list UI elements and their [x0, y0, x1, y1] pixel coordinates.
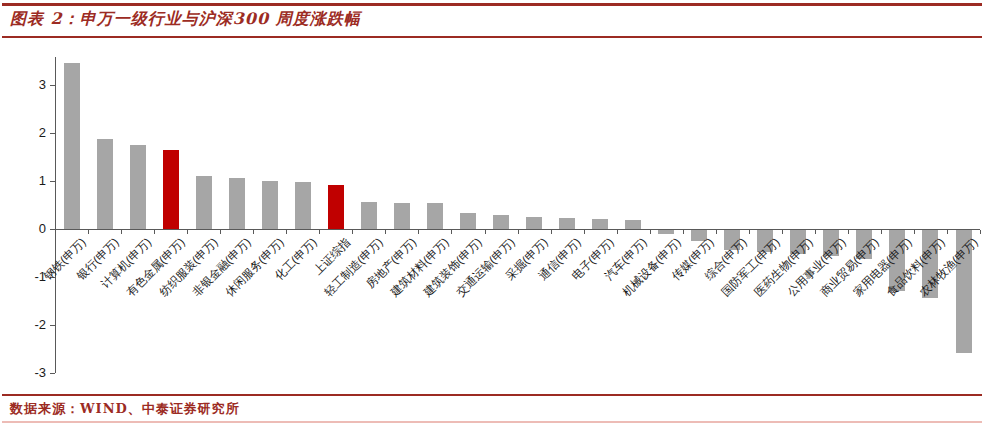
- y-axis-tick-label: 2: [39, 125, 46, 140]
- x-axis-tick: [650, 230, 651, 234]
- bar-1: [64, 63, 80, 229]
- x-axis-tick: [352, 230, 353, 234]
- x-axis-tick: [947, 230, 948, 234]
- y-axis-tick: [50, 181, 55, 182]
- y-axis-tick-label: 1: [39, 173, 46, 188]
- bar-3: [130, 145, 146, 230]
- bar-2: [97, 139, 113, 229]
- bar-15: [526, 217, 542, 230]
- bar-18: [625, 220, 641, 229]
- bar-6: [229, 178, 245, 229]
- bottom-strip: [2, 421, 982, 423]
- title-divider-rule: [2, 36, 982, 38]
- y-axis-line: [55, 57, 56, 373]
- x-axis-tick: [319, 230, 320, 234]
- bar-5: [196, 176, 212, 229]
- x-axis-tick: [980, 230, 981, 234]
- x-axis-tick: [881, 230, 882, 234]
- y-axis-tick: [50, 325, 55, 326]
- x-axis-tick: [782, 230, 783, 234]
- x-axis-tick: [617, 230, 618, 234]
- x-axis-tick: [88, 230, 89, 234]
- bar-9: [328, 185, 344, 229]
- bar-19: [658, 230, 674, 234]
- x-axis-tick: [220, 230, 221, 234]
- x-axis-tick: [683, 230, 684, 234]
- y-axis-tick-label: -2: [34, 317, 46, 332]
- data-source-text: 数据来源：WIND、中泰证券研究所: [10, 400, 240, 418]
- top-rule: [2, 3, 982, 6]
- x-axis-tick: [749, 230, 750, 234]
- x-axis-tick: [286, 230, 287, 234]
- bar-14: [493, 215, 509, 229]
- footer-divider-rule: [2, 394, 982, 396]
- bar-11: [394, 203, 410, 229]
- x-axis-tick: [848, 230, 849, 234]
- bar-10: [361, 202, 377, 229]
- y-axis-tick-label: -3: [34, 365, 46, 380]
- x-axis-tick: [154, 230, 155, 234]
- x-axis-tick: [914, 230, 915, 234]
- bar-12: [427, 203, 443, 229]
- y-axis-tick: [50, 133, 55, 134]
- bar-8: [295, 182, 311, 229]
- x-axis-tick: [121, 230, 122, 234]
- y-axis-tick-label: 0: [39, 221, 46, 236]
- bar-4: [163, 150, 179, 229]
- x-axis-tick: [716, 230, 717, 234]
- x-axis-tick: [815, 230, 816, 234]
- y-axis-tick-label: 3: [39, 77, 46, 92]
- x-axis-tick: [584, 230, 585, 234]
- x-axis-tick: [485, 230, 486, 234]
- x-axis-tick: [551, 230, 552, 234]
- bar-17: [592, 219, 608, 229]
- x-axis-tick: [385, 230, 386, 234]
- bar-13: [460, 213, 476, 229]
- x-axis-tick: [55, 230, 56, 234]
- figure-title: 图表 2：申万一级行业与沪深300 周度涨跌幅: [10, 9, 361, 30]
- x-axis-tick: [518, 230, 519, 234]
- y-axis-tick: [50, 373, 55, 374]
- report-figure: 图表 2：申万一级行业与沪深300 周度涨跌幅 3210-1-2-3钢铁(申万)…: [0, 0, 984, 424]
- bar-16: [559, 218, 575, 230]
- x-axis-tick: [253, 230, 254, 234]
- y-axis-tick: [50, 85, 55, 86]
- bar-7: [262, 181, 278, 229]
- x-axis-tick: [451, 230, 452, 234]
- x-axis-tick: [418, 230, 419, 234]
- x-axis-tick: [187, 230, 188, 234]
